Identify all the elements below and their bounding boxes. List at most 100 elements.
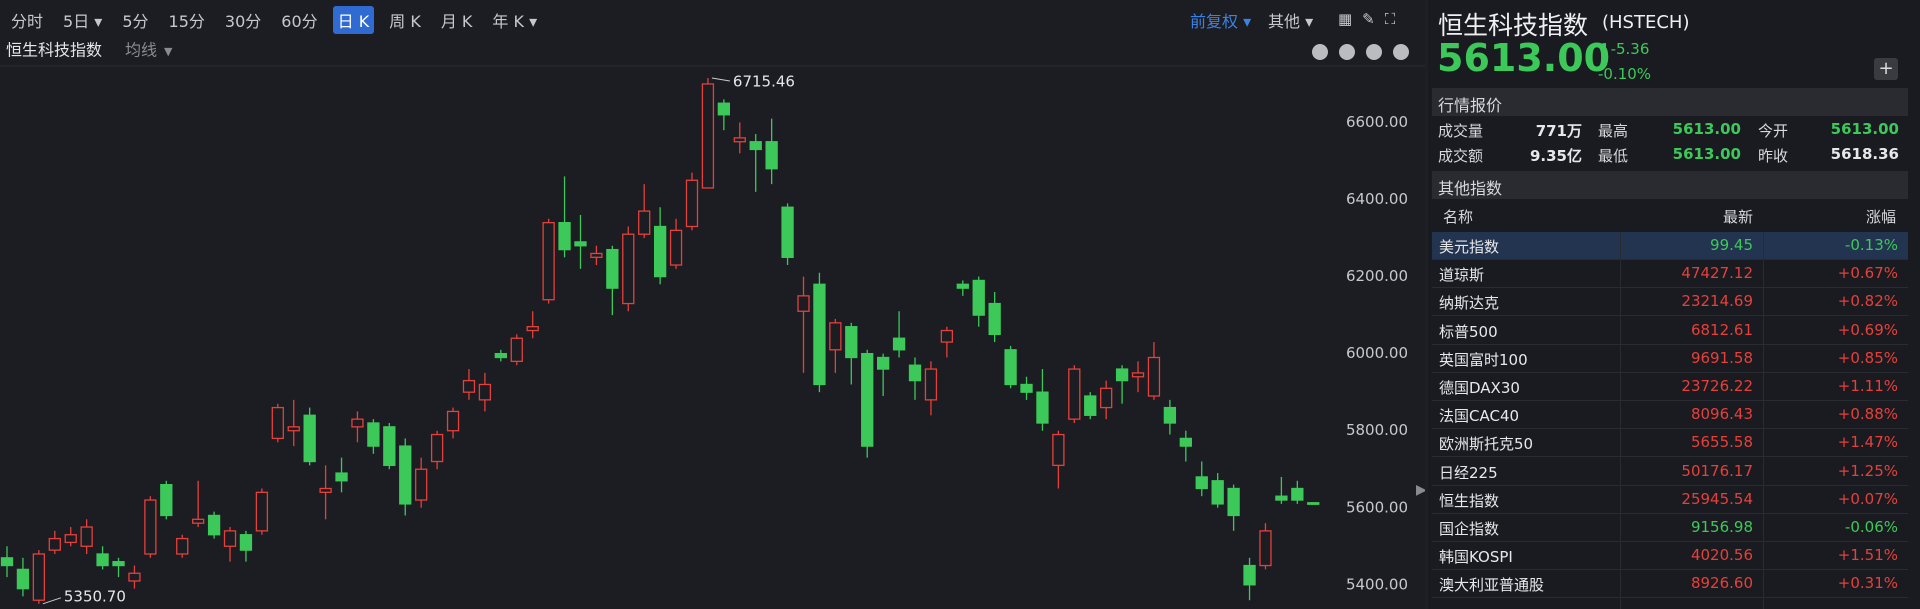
index-name: 法国CAC40: [1439, 407, 1520, 426]
candle-body: [1195, 476, 1208, 490]
period-button[interactable]: 60分: [281, 12, 318, 31]
index-row[interactable]: [1432, 317, 1908, 345]
index-change: +1.25%: [1837, 461, 1898, 480]
candle-body: [1211, 480, 1224, 505]
candle-body: [96, 553, 109, 567]
index-row[interactable]: [1432, 345, 1908, 373]
index-row[interactable]: [1432, 401, 1908, 430]
index-last: 6812.61: [1690, 320, 1753, 339]
add-button[interactable]: +: [1874, 58, 1898, 80]
quote-code: (HSTECH): [1602, 12, 1690, 33]
index-change: +1.47%: [1837, 433, 1898, 452]
stat-value: 5613.00: [1672, 145, 1741, 163]
period-button[interactable]: 15分: [168, 12, 205, 31]
index-change: +0.31%: [1837, 574, 1898, 593]
candle-body: [877, 356, 890, 370]
toolbar-icons[interactable]: ▦✎⛶: [1338, 10, 1406, 28]
candle-body: [940, 329, 954, 343]
quote-change-pct: -0.10%: [1598, 65, 1652, 83]
index-row[interactable]: [1432, 458, 1908, 486]
index-change: +0.69%: [1837, 320, 1898, 339]
candle-body: [430, 433, 444, 463]
y-tick-label: 6000.00: [1346, 344, 1408, 362]
close[interactable]: [1393, 44, 1409, 60]
candle-body: [367, 422, 380, 447]
y-tick-label: 5400.00: [1346, 575, 1408, 593]
stat-value: 9.35亿: [1529, 147, 1582, 165]
index-name: 英国富时100: [1439, 350, 1528, 369]
index-row[interactable]: [1432, 570, 1908, 599]
stat-label: 成交量: [1438, 122, 1484, 140]
index-last: 50176.17: [1681, 461, 1753, 480]
index-row[interactable]: [1432, 260, 1908, 289]
candle-body: [399, 445, 412, 505]
candle-body: [319, 487, 332, 493]
candle-body: [669, 229, 683, 266]
candle-body: [255, 491, 269, 532]
period-button[interactable]: 日 K: [332, 6, 375, 34]
candle-body: [1131, 372, 1145, 378]
candle-body: [207, 514, 221, 536]
quote-name: 恒生科技指数: [1438, 11, 1589, 40]
index-name: 欧洲斯托克50: [1439, 435, 1534, 454]
candle-body: [478, 383, 492, 401]
index-row[interactable]: [1432, 514, 1908, 542]
index-row[interactable]: [1432, 373, 1908, 401]
candle-body: [303, 414, 316, 463]
other-label[interactable]: 其他: [1268, 12, 1301, 31]
section-band: [1432, 88, 1908, 116]
y-tick-label: 6200.00: [1346, 267, 1408, 285]
index-row[interactable]: [1432, 232, 1908, 260]
stat-value: 5613.00: [1672, 120, 1741, 138]
adjust-label[interactable]: 前复权: [1190, 12, 1239, 31]
index-name: 纳斯达克: [1439, 294, 1500, 313]
candle-body: [415, 468, 428, 501]
stat-value: 771万: [1535, 122, 1582, 140]
settings[interactable]: [1366, 44, 1382, 60]
adjust-menu[interactable]: 前复权 ▾: [1190, 12, 1252, 31]
candle-body: [829, 322, 842, 351]
index-change: +0.07%: [1837, 489, 1898, 508]
candle-body: [1004, 349, 1017, 386]
ma-caret[interactable]: ▼: [164, 45, 173, 58]
column-divider: [1763, 232, 1764, 609]
candle-body: [1243, 564, 1256, 586]
y-tick-label: 6600.00: [1346, 113, 1408, 131]
period-button[interactable]: 年 K ▾: [492, 12, 538, 31]
stat-label: 最高: [1598, 122, 1629, 140]
index-row[interactable]: [1432, 486, 1908, 514]
candle-body: [1036, 391, 1049, 424]
index-row[interactable]: [1432, 429, 1908, 458]
period-button[interactable]: 5日 ▾: [63, 12, 103, 31]
index-row[interactable]: [1432, 288, 1908, 317]
index-row[interactable]: [1432, 542, 1908, 571]
low-label: 5350.70: [64, 587, 126, 605]
period-button[interactable]: 30分: [224, 12, 262, 31]
period-button[interactable]: 5分: [122, 12, 149, 31]
period-button[interactable]: 月 K: [440, 12, 473, 31]
candle-body: [287, 426, 300, 432]
candle-body: [653, 225, 667, 278]
other-menu[interactable]: 其他 ▾: [1268, 12, 1314, 31]
collapse-arrow[interactable]: ▶: [1416, 482, 1425, 498]
index-last: 5655.58: [1690, 433, 1753, 452]
index-change: +0.88%: [1837, 405, 1898, 424]
candle-body: [685, 179, 699, 228]
candle-body: [48, 537, 61, 551]
zoom-out[interactable]: [1312, 44, 1328, 60]
zoom-in[interactable]: [1339, 44, 1355, 60]
period-button[interactable]: 周 K: [389, 12, 421, 31]
high-label: 6715.46: [733, 72, 795, 90]
quote-change: ⬇-5.36: [1598, 40, 1650, 58]
candle-body: [542, 222, 555, 301]
chart-tools: [1312, 44, 1409, 60]
candle-body: [765, 141, 778, 170]
candle-body: [160, 483, 173, 517]
index-change: -0.06%: [1844, 518, 1898, 536]
index-change: +1.51%: [1837, 546, 1898, 565]
candle-body: [574, 241, 587, 247]
period-button[interactable]: 分时: [11, 12, 44, 31]
chart-name: 恒生科技指数: [6, 41, 102, 60]
ma-menu[interactable]: 均线: [125, 41, 157, 60]
column-header: 名称: [1443, 208, 1474, 226]
